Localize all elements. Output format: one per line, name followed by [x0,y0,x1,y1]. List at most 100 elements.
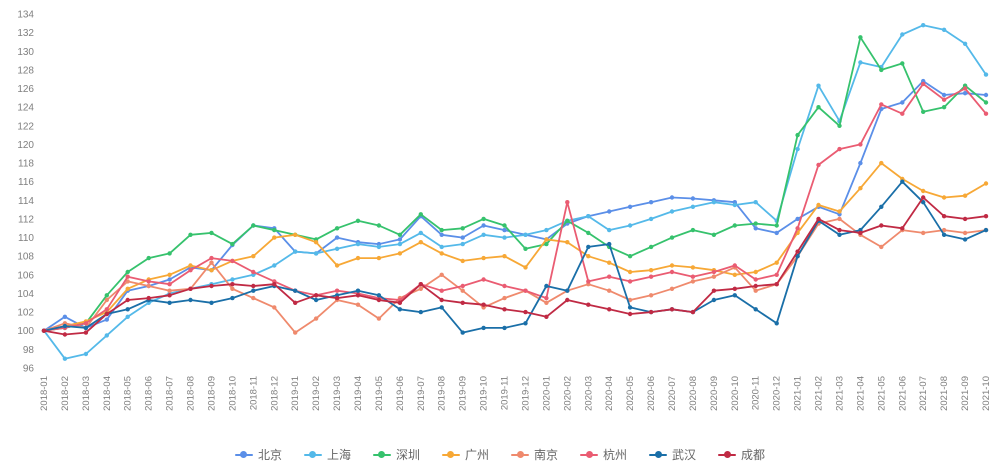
data-point-marker [774,321,779,326]
data-point-marker [83,325,89,331]
data-point-marker [858,60,863,65]
data-point-marker [167,277,172,282]
legend-item-wuhan[interactable]: 武汉 [649,446,696,463]
data-point-marker [502,295,507,301]
legend-line-dot-icon [580,451,599,459]
data-point-marker [502,235,507,240]
data-point-marker [921,200,926,205]
data-point-marker [544,241,549,247]
data-point-marker [167,293,172,298]
data-point-marker [481,255,486,261]
y-axis-label: 126 [17,84,34,95]
legend-line-dot-icon [718,451,737,459]
data-point-marker [62,356,68,361]
data-point-marker [711,200,717,205]
data-point-marker [502,307,507,312]
data-point-marker [669,286,675,291]
data-point-marker [376,293,382,298]
data-point-marker [209,283,214,289]
data-point-marker [481,325,486,331]
x-axis-label: 2021-06 [897,376,908,411]
x-axis-label: 2020-07 [667,376,678,411]
data-point-marker [188,297,193,303]
data-point-marker [481,277,486,282]
data-point-marker [983,181,989,186]
data-point-marker [627,269,633,275]
x-axis-label: 2020-04 [604,376,615,411]
legend-item-hangzhou[interactable]: 杭州 [580,446,627,463]
data-point-marker [376,223,382,228]
data-point-marker [983,111,989,116]
x-axis-label: 2020-12 [772,376,783,411]
data-point-marker [460,300,465,305]
data-point-marker [921,195,926,200]
data-point-marker [83,330,89,335]
data-point-marker [104,311,110,317]
legend-item-shanghai[interactable]: 上海 [303,446,351,463]
data-point-marker [607,241,612,247]
data-point-marker [523,321,528,326]
legend-label: 武汉 [672,448,697,462]
legend-label: 深圳 [395,448,420,462]
data-point-marker [418,230,423,236]
data-point-marker [104,333,110,338]
data-point-marker [481,216,486,222]
data-point-marker [230,295,235,301]
x-axis-label: 2021-07 [918,376,929,411]
x-axis-label: 2018-11 [248,376,259,410]
data-point-marker [355,241,361,247]
data-point-marker [376,316,382,321]
data-point-marker [669,269,675,275]
legend-item-guangzhou[interactable]: 广州 [441,446,489,463]
data-point-marker [439,305,444,310]
series-line-shenzhen [43,36,987,332]
legend-item-chengdu[interactable]: 成都 [718,446,765,463]
data-point-marker [230,286,235,291]
data-point-marker [565,288,570,293]
data-point-marker [795,216,800,222]
data-point-marker [648,293,654,298]
data-point-marker [460,258,465,264]
y-axis-label: 112 [18,214,34,225]
data-point-marker [125,274,130,279]
x-axis-label: 2020-08 [688,376,699,411]
data-point-marker [921,230,926,236]
y-axis-label: 132 [17,28,34,39]
series-line-chengdu [43,196,987,336]
data-point-marker [837,123,842,128]
y-axis-label: 108 [17,252,34,263]
data-point-marker [565,218,570,223]
legend-label: 广州 [464,448,489,462]
data-point-marker [439,227,444,233]
data-point-marker [544,300,549,305]
y-axis-label: 96 [23,364,35,375]
x-axis-label: 2020-01 [541,376,552,411]
data-point-marker [774,272,779,277]
data-point-marker [795,254,800,259]
data-point-marker [125,279,130,284]
x-axis-label: 2020-03 [583,376,594,411]
data-point-marker [502,325,507,331]
data-point-marker [921,188,926,194]
data-point-marker [900,100,905,105]
data-point-marker [62,323,68,329]
data-point-marker [711,274,717,279]
data-point-marker [858,142,863,147]
data-point-marker [293,300,298,305]
data-point-marker [816,83,821,88]
legend-item-beijing[interactable]: 北京 [234,446,282,463]
data-point-marker [439,244,444,250]
data-point-marker [209,255,214,261]
x-axis-label: 2019-06 [395,376,406,411]
x-axis-label: 2018-05 [123,376,134,411]
data-point-marker [816,105,821,110]
data-point-marker [418,240,423,245]
y-axis-label: 106 [17,270,34,281]
legend-item-shenzhen[interactable]: 深圳 [372,446,420,463]
y-axis-label: 134 [17,10,34,21]
y-axis-label: 114 [18,196,34,207]
legend-item-nanjing[interactable]: 南京 [511,446,558,463]
x-axis-label: 2019-01 [290,376,301,411]
data-point-marker [355,218,361,223]
data-point-marker [941,214,947,219]
